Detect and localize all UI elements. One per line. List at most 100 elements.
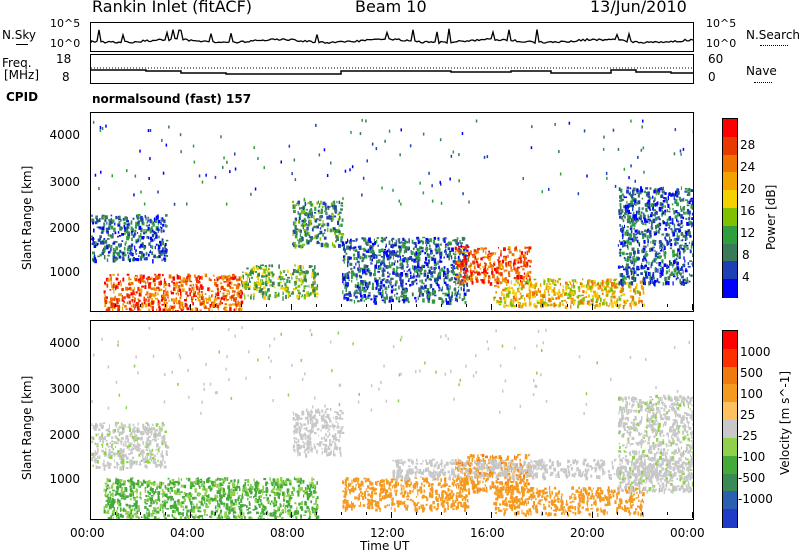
data-cell (517, 301, 520, 304)
data-cell (383, 285, 386, 288)
scatter-cell (173, 202, 176, 206)
data-cell (500, 301, 503, 303)
data-cell (230, 295, 234, 299)
data-cell (122, 444, 125, 447)
data-cell (360, 298, 362, 302)
data-cell (348, 292, 351, 295)
data-cell (122, 257, 125, 261)
data-cell (350, 272, 354, 275)
data-cell (388, 240, 391, 245)
data-cell (386, 266, 389, 269)
data-cell (279, 270, 282, 275)
data-cell (108, 466, 111, 469)
data-cell (141, 221, 145, 226)
data-cell (166, 290, 169, 293)
data-cell (677, 261, 679, 264)
data-cell (649, 230, 652, 235)
data-cell (149, 229, 152, 234)
data-cell (501, 265, 504, 270)
data-cell (513, 295, 516, 300)
data-cell (419, 246, 421, 249)
data-cell (285, 288, 288, 290)
data-cell (526, 278, 529, 283)
data-cell (194, 488, 197, 493)
data-cell (216, 297, 220, 300)
data-cell (99, 240, 102, 245)
data-cell (124, 509, 127, 512)
data-cell (465, 262, 467, 265)
data-cell (390, 295, 393, 299)
data-cell (662, 282, 665, 286)
data-cell (109, 289, 112, 291)
date-title: 13/Jun/2010 (590, 0, 687, 16)
scatter-cell (140, 190, 142, 194)
data-cell (301, 506, 303, 511)
data-cell (521, 251, 524, 255)
data-cell (136, 439, 138, 443)
scatter-cell (400, 202, 402, 206)
data-cell (161, 298, 164, 302)
data-cell (163, 294, 166, 297)
data-cell (298, 502, 301, 506)
data-cell (436, 277, 439, 281)
data-cell (128, 453, 131, 455)
data-cell (638, 300, 642, 303)
data-cell (669, 236, 671, 241)
data-cell (140, 215, 143, 219)
data-cell (105, 277, 109, 282)
data-cell (362, 257, 365, 259)
data-cell (163, 297, 167, 301)
data-cell (107, 233, 110, 237)
data-cell (227, 283, 231, 287)
data-cell (689, 198, 693, 202)
data-cell (632, 214, 635, 217)
data-cell (112, 492, 114, 495)
data-cell (620, 294, 622, 297)
data-cell (318, 223, 320, 226)
data-cell (338, 224, 340, 227)
data-cell (406, 266, 408, 268)
data-cell (93, 228, 95, 233)
data-cell (469, 250, 472, 255)
data-cell (248, 502, 251, 506)
data-cell (648, 218, 651, 222)
data-cell (376, 284, 379, 288)
data-cell (658, 227, 661, 231)
data-cell (637, 229, 639, 233)
data-cell (515, 246, 517, 248)
data-cell (148, 458, 152, 460)
data-cell (357, 260, 360, 264)
data-cell (149, 455, 152, 460)
data-cell (438, 265, 440, 270)
data-cell (530, 285, 533, 288)
data-cell (335, 240, 337, 243)
data-cell (126, 220, 129, 223)
data-cell (314, 280, 316, 285)
data-cell (288, 279, 291, 284)
data-cell (498, 303, 501, 306)
data-cell (307, 295, 310, 297)
data-cell (641, 262, 643, 266)
data-cell (557, 303, 559, 308)
data-cell (577, 286, 581, 289)
data-cell (232, 490, 236, 496)
data-cell (219, 482, 223, 485)
data-cell (233, 284, 237, 286)
data-cell (122, 303, 125, 306)
data-cell (605, 290, 608, 294)
data-cell (296, 202, 299, 205)
data-cell (513, 266, 515, 271)
data-cell (507, 287, 509, 290)
data-cell (449, 298, 452, 302)
cpid-label: CPID (6, 90, 39, 104)
data-cell (126, 301, 129, 305)
data-cell (678, 255, 681, 258)
data-cell (417, 273, 419, 277)
data-cell (463, 292, 467, 296)
freq-tick-high: 18 (56, 52, 72, 66)
data-cell (465, 244, 469, 247)
data-cell (146, 457, 148, 461)
data-cell (487, 279, 489, 284)
data-cell (672, 192, 674, 196)
data-cell (395, 296, 398, 300)
